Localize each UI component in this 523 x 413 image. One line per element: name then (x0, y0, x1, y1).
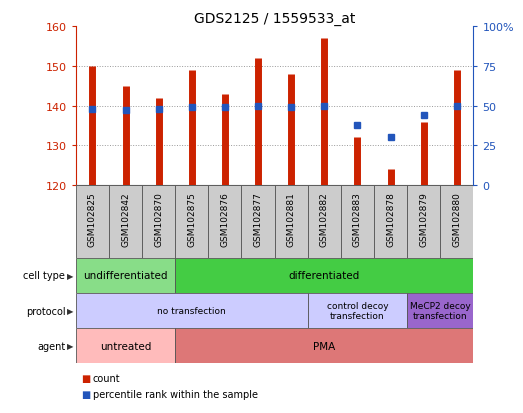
Text: ■: ■ (81, 373, 90, 383)
Text: protocol: protocol (26, 306, 65, 316)
Text: agent: agent (37, 341, 65, 351)
FancyBboxPatch shape (175, 186, 208, 258)
Text: cell type: cell type (24, 271, 65, 281)
Text: untreated: untreated (100, 341, 151, 351)
Text: GSM102877: GSM102877 (254, 192, 263, 247)
FancyBboxPatch shape (275, 186, 308, 258)
Text: GSM102879: GSM102879 (419, 192, 428, 247)
Text: GSM102825: GSM102825 (88, 192, 97, 246)
FancyBboxPatch shape (341, 186, 374, 258)
Text: GSM102842: GSM102842 (121, 192, 130, 246)
FancyBboxPatch shape (374, 186, 407, 258)
Text: GSM102880: GSM102880 (452, 192, 461, 247)
Text: ▶: ▶ (67, 271, 73, 280)
Text: GSM102881: GSM102881 (287, 192, 295, 247)
FancyBboxPatch shape (407, 293, 473, 328)
FancyBboxPatch shape (242, 186, 275, 258)
Text: MeCP2 decoy
transfection: MeCP2 decoy transfection (410, 301, 471, 320)
Text: ▶: ▶ (67, 306, 73, 315)
Text: GSM102876: GSM102876 (220, 192, 230, 247)
FancyBboxPatch shape (76, 328, 175, 363)
FancyBboxPatch shape (308, 293, 407, 328)
FancyBboxPatch shape (142, 186, 175, 258)
FancyBboxPatch shape (407, 186, 440, 258)
Text: percentile rank within the sample: percentile rank within the sample (93, 389, 257, 399)
Text: GSM102878: GSM102878 (386, 192, 395, 247)
FancyBboxPatch shape (76, 258, 175, 293)
FancyBboxPatch shape (175, 258, 473, 293)
Text: control decoy
transfection: control decoy transfection (326, 301, 388, 320)
FancyBboxPatch shape (76, 293, 308, 328)
Text: PMA: PMA (313, 341, 335, 351)
FancyBboxPatch shape (175, 328, 473, 363)
Title: GDS2125 / 1559533_at: GDS2125 / 1559533_at (194, 12, 355, 26)
FancyBboxPatch shape (109, 186, 142, 258)
Text: differentiated: differentiated (289, 271, 360, 281)
FancyBboxPatch shape (440, 186, 473, 258)
Text: GSM102883: GSM102883 (353, 192, 362, 247)
Text: GSM102875: GSM102875 (187, 192, 196, 247)
Text: ▶: ▶ (67, 342, 73, 350)
FancyBboxPatch shape (308, 186, 341, 258)
FancyBboxPatch shape (208, 186, 242, 258)
Text: ■: ■ (81, 389, 90, 399)
Text: GSM102870: GSM102870 (154, 192, 163, 247)
Text: GSM102882: GSM102882 (320, 192, 329, 246)
Text: undifferentiated: undifferentiated (83, 271, 168, 281)
FancyBboxPatch shape (76, 186, 109, 258)
Text: no transfection: no transfection (157, 306, 226, 315)
Text: count: count (93, 373, 120, 383)
